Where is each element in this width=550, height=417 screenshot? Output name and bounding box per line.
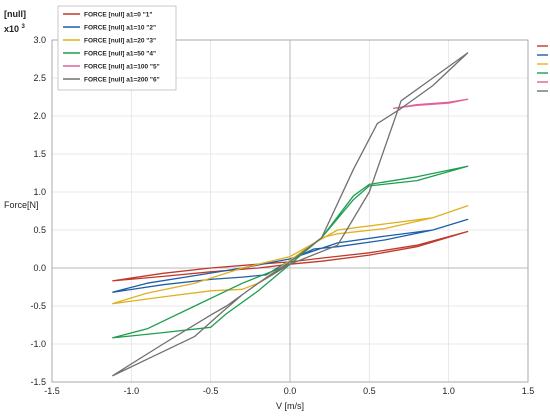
legend-entry-1: FORCE [null] a1=0 "1" xyxy=(84,12,152,19)
series-line-4 xyxy=(112,165,469,339)
y-tick-label: 2.5 xyxy=(33,73,46,83)
y-tick-label: 0.0 xyxy=(33,263,46,273)
x-axis-title: V [m/s] xyxy=(276,401,304,411)
y-tick-label: -1.0 xyxy=(30,339,46,349)
x-tick-label: -1.0 xyxy=(124,386,140,396)
right-edge-markers xyxy=(537,45,548,92)
series-lines xyxy=(111,52,469,377)
y-tick-label: 0.5 xyxy=(33,225,46,235)
tick-labels: -1.5 -1.0 -0.5 0.0 0.5 1.0 1.5 -1.5 -1.0 -0.5 0.0 0… xyxy=(30,35,534,396)
y-tick-label: -0.5 xyxy=(30,301,46,311)
x-tick-label: 0.5 xyxy=(363,386,376,396)
legend-box xyxy=(57,5,177,91)
legend-entry-3: FORCE [null] a1=20 "3" xyxy=(84,38,156,45)
legend-entry-4: FORCE [null] a1=50 "4" xyxy=(84,51,156,58)
legend: FORCE [null] a1=0 "1" FORCE [null] a1=10 … xyxy=(57,5,177,91)
series-line-5 xyxy=(392,98,469,110)
y-multiplier-label: x10 3 xyxy=(4,24,26,34)
series-line-6 xyxy=(111,52,469,377)
x-tick-label: 0.0 xyxy=(284,386,297,396)
y-tick-label: 3.0 xyxy=(33,35,46,45)
x-tick-label: -1.5 xyxy=(44,386,60,396)
y-tick-label: 1.5 xyxy=(33,149,46,159)
y-axis-title: Force[N] xyxy=(4,200,39,210)
legend-entry-6: FORCE [null] a1=200 "6" xyxy=(84,77,160,84)
y-tick-label: 1.0 xyxy=(33,187,46,197)
y-multiplier-exp: 3 xyxy=(22,24,26,30)
x-tick-label: -0.5 xyxy=(203,386,219,396)
x-tick-label: 1.0 xyxy=(442,386,455,396)
series-line-1 xyxy=(112,230,469,282)
y-tick-label: 2.0 xyxy=(33,111,46,121)
legend-entry-2: FORCE [null] a1=10 "2" xyxy=(84,25,156,32)
y-tick-label: -1.5 xyxy=(30,377,46,387)
y-multiplier-base: x10 xyxy=(4,24,19,34)
series-line-3 xyxy=(112,205,469,305)
axes xyxy=(51,39,529,383)
x-tick-label: 1.5 xyxy=(522,386,535,396)
y-unit-label: [null] xyxy=(4,9,26,19)
legend-entry-5: FORCE [null] a1=100 "5" xyxy=(84,64,160,71)
